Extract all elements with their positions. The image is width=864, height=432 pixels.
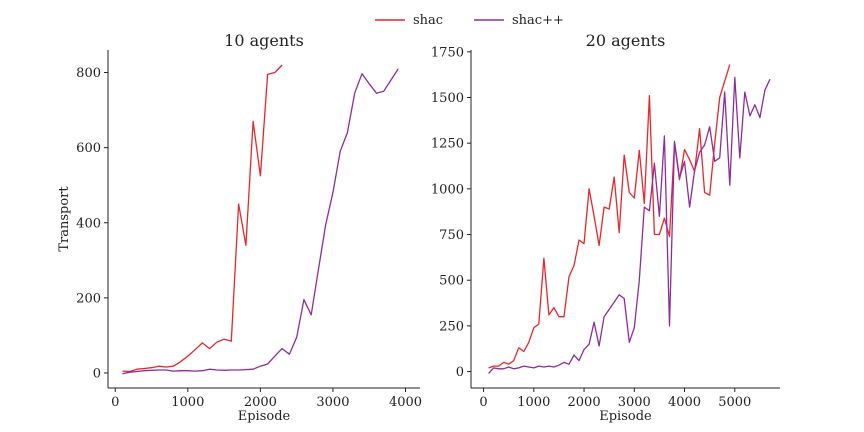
- x-tick-label: 3000: [316, 395, 349, 410]
- y-tick-label: 250: [439, 319, 464, 334]
- series-line-shac: [488, 64, 731, 369]
- x-tick-label: 1000: [171, 395, 204, 410]
- x-axis-label: Episode: [238, 409, 291, 424]
- x-axis-label: Episode: [599, 409, 652, 424]
- chart-title: 20 agents: [586, 31, 666, 50]
- y-tick-label: 1250: [431, 137, 464, 152]
- x-tick-label: 0: [111, 395, 119, 410]
- y-tick-label: 400: [76, 216, 101, 231]
- y-tick-label: 750: [439, 228, 464, 243]
- legend-shacpp-label: shac++: [512, 13, 564, 28]
- y-tick-label: 1750: [431, 45, 464, 60]
- y-tick-label: 0: [456, 365, 464, 380]
- y-tick-label: 200: [76, 291, 101, 306]
- series-line-shac: [122, 64, 283, 373]
- chart-title: 10 agents: [224, 31, 304, 50]
- y-tick-label: 1000: [431, 182, 464, 197]
- legend: shac shac++: [375, 13, 564, 28]
- y-tick-label: 500: [439, 274, 464, 289]
- series-line-shacpp: [488, 76, 771, 374]
- series-line-shacpp: [122, 68, 399, 375]
- x-tick-label: 0: [479, 395, 487, 410]
- x-tick-label: 1000: [517, 395, 550, 410]
- legend-shac-label: shac: [413, 13, 443, 28]
- chart-20-agents: 0 1000 2000 3000 4000 5000 0 250 500 750 1000 1250 1…: [431, 31, 780, 424]
- x-tick-label: 2000: [568, 395, 601, 410]
- y-tick-label: 1500: [431, 91, 464, 106]
- x-tick-label: 4000: [389, 395, 422, 410]
- x-tick-label: 5000: [718, 395, 751, 410]
- x-tick-label: 3000: [618, 395, 651, 410]
- x-tick-label: 2000: [244, 395, 277, 410]
- y-tick-label: 800: [76, 66, 101, 81]
- y-axis-label: Transport: [57, 186, 72, 252]
- y-tick-label: 600: [76, 141, 101, 156]
- y-tick-label: 0: [93, 366, 101, 381]
- chart-10-agents: 0 1000 2000 3000 4000 0 200 400 600 800 10 agents E…: [57, 31, 422, 424]
- x-tick-label: 4000: [668, 395, 701, 410]
